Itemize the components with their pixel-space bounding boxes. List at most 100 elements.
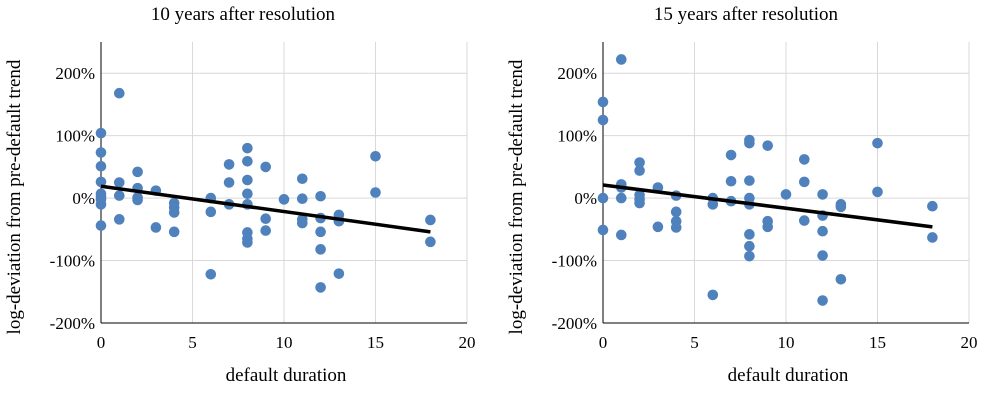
data-point: [242, 142, 253, 154]
data-point: [333, 268, 345, 279]
data-point: [95, 176, 107, 188]
data-point: [168, 226, 180, 238]
data-point: [242, 174, 253, 186]
trend-line-group: [100, 184, 431, 234]
chart-panel-15-years: 15 years after resolution 200% 100% 0% -100…: [506, 4, 978, 386]
data-point: [744, 240, 755, 252]
data-point: [872, 137, 883, 149]
data-point: [616, 192, 627, 204]
data-point: [260, 225, 272, 236]
data-point: [725, 175, 737, 187]
data-points: [597, 54, 938, 306]
data-point: [223, 177, 235, 188]
y-axis-label: log-deviation from pre-default trend: [4, 59, 25, 334]
y-tick-labels: 200% 100% 0% -100% -200%: [50, 64, 95, 333]
data-point: [260, 213, 272, 225]
data-point: [297, 173, 308, 185]
data-points: [95, 87, 436, 293]
data-point: [114, 190, 125, 201]
chart-title: 10 years after resolution: [151, 4, 336, 25]
y-tick-label: 100%: [55, 127, 95, 146]
data-point: [780, 189, 792, 200]
data-point: [817, 189, 828, 200]
data-point: [597, 224, 609, 236]
y-tick-label: -200%: [552, 314, 597, 333]
data-point: [762, 140, 773, 151]
x-tick-label: 15: [869, 333, 886, 352]
data-point: [315, 244, 326, 255]
data-point: [297, 193, 308, 205]
data-point: [799, 215, 810, 226]
x-tick-labels: 0 5 10 15 20: [97, 333, 476, 352]
trend-line: [100, 184, 431, 234]
data-point: [425, 214, 436, 226]
data-point: [315, 190, 326, 202]
grid: [101, 42, 468, 323]
data-point: [315, 282, 326, 293]
y-tick-label: -100%: [552, 252, 597, 271]
y-tick-label: 100%: [557, 127, 597, 146]
data-point: [707, 289, 719, 301]
data-point: [425, 236, 436, 248]
trend-line-group: [602, 183, 933, 229]
x-tick-label: 20: [459, 333, 476, 352]
data-point: [205, 206, 217, 218]
x-tick-label: 20: [961, 333, 978, 352]
data-point: [114, 214, 125, 225]
x-axis-label: default duration: [728, 365, 849, 386]
data-point: [150, 222, 162, 233]
data-point: [616, 229, 627, 241]
data-point: [297, 217, 308, 229]
data-point: [927, 200, 938, 212]
data-point: [634, 197, 645, 209]
data-point: [260, 161, 272, 173]
data-point: [817, 250, 828, 261]
data-point: [95, 127, 107, 139]
y-axis-label: log-deviation from pre-default trend: [506, 59, 527, 334]
data-point: [114, 87, 125, 99]
data-point: [597, 96, 609, 108]
y-tick-label: 0%: [72, 189, 95, 208]
x-tick-label: 10: [778, 333, 795, 352]
data-point: [168, 207, 180, 218]
data-point: [370, 187, 381, 198]
data-point: [95, 199, 107, 210]
data-point: [799, 154, 810, 165]
y-tick-label: 200%: [557, 64, 597, 83]
data-point: [205, 268, 217, 280]
x-tick-label: 0: [97, 333, 106, 352]
data-point: [817, 295, 828, 306]
x-axis-label: default duration: [226, 365, 347, 386]
data-point: [652, 221, 664, 233]
data-point: [315, 226, 326, 238]
data-point: [634, 157, 645, 168]
data-point: [744, 229, 755, 240]
y-tick-labels: 200% 100% 0% -100% -200%: [552, 64, 597, 333]
data-point: [817, 225, 828, 237]
data-point: [670, 222, 682, 233]
data-point: [799, 176, 810, 188]
data-point: [872, 186, 883, 198]
trend-line: [602, 183, 933, 229]
data-point: [670, 206, 682, 218]
data-point: [242, 188, 253, 200]
x-tick-label: 15: [367, 333, 384, 352]
data-point: [835, 273, 847, 285]
data-point: [242, 237, 253, 248]
data-point: [370, 150, 381, 162]
x-tick-label: 10: [276, 333, 293, 352]
data-point: [616, 54, 627, 65]
axes: [602, 42, 969, 324]
data-point: [132, 194, 143, 206]
data-point: [132, 166, 143, 178]
y-tick-label: -200%: [50, 314, 95, 333]
data-point: [114, 177, 125, 188]
data-point: [725, 149, 737, 161]
x-tick-labels: 0 5 10 15 20: [599, 333, 978, 352]
data-point: [95, 220, 107, 231]
data-point: [835, 201, 847, 213]
data-point: [744, 137, 755, 149]
data-point: [597, 192, 609, 204]
data-point: [927, 232, 938, 243]
